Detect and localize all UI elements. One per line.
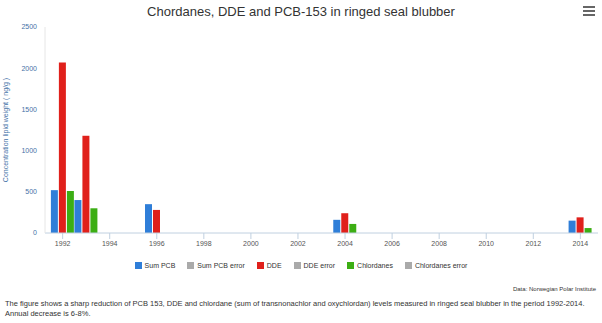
svg-text:2012: 2012 [525,240,541,247]
html-text:DDE: DDE [266,262,282,269]
html-text:Sum PCB: Sum PCB [144,262,176,269]
svg-text:2014: 2014 [573,240,589,247]
svg-text:2008: 2008 [431,240,447,247]
svg-text:2000: 2000 [243,240,259,247]
svg-text:500: 500 [25,188,37,195]
svg-text:1994: 1994 [102,240,118,247]
svg-text:1992: 1992 [55,240,71,247]
svg-text:2010: 2010 [478,240,494,247]
svg-text:1500: 1500 [21,106,37,113]
html-text:The figure shows a sharp reduc: The figure shows a sharp reduction of PC… [5,299,585,318]
svg-text:2500: 2500 [21,23,37,30]
svg-text:2004: 2004 [337,240,353,247]
html-text:Chlordanes error: Chlordanes error [414,262,468,269]
svg-text:1998: 1998 [196,240,212,247]
svg-text:0: 0 [33,229,37,236]
svg-text:1996: 1996 [149,240,165,247]
svg-text:2006: 2006 [384,240,400,247]
html-text:Chlordanes: Chlordanes [357,262,393,269]
html-text:DDE error: DDE error [303,262,336,269]
html-text:Sum PCB error: Sum PCB error [197,262,245,269]
svg-text:2002: 2002 [290,240,306,247]
html-text:Chordanes, DDE and PCB-153 in: Chordanes, DDE and PCB-153 in ringed sea… [147,4,455,19]
svg-text:1000: 1000 [21,147,37,154]
svg-text:Concentration lipid weight ( n: Concentration lipid weight ( ng/g ) [8,78,10,182]
svg-text:2000: 2000 [21,65,37,72]
html-text:Data: Norwegian Polar Institut: Data: Norwegian Polar Institute [513,286,596,292]
